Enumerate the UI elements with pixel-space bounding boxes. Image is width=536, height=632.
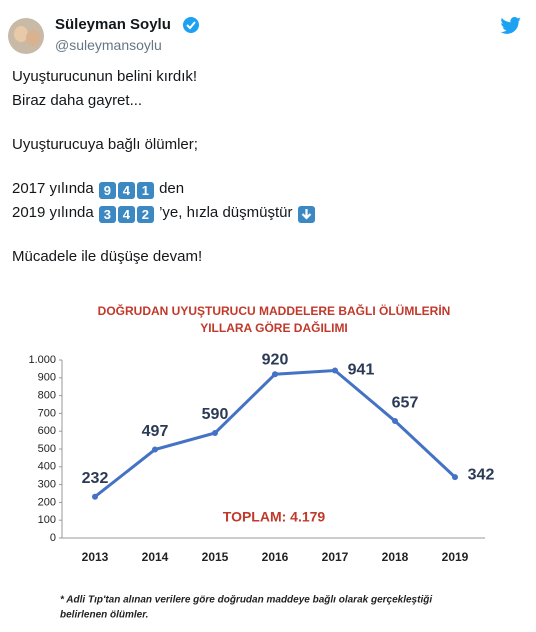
chart-background [12, 290, 524, 632]
data-label: 920 [262, 351, 289, 368]
y-tick-label: 800 [38, 390, 56, 402]
y-tick-label: 0 [50, 532, 56, 544]
keycap: 2 [136, 206, 154, 223]
y-tick-label: 100 [38, 514, 56, 526]
x-tick-label: 2018 [382, 550, 409, 564]
verified-badge [183, 17, 199, 33]
footnote: * Adli Tıp'tan alınan verilere göre doğr… [60, 595, 432, 606]
user-handle[interactable]: @suleymansoylu [55, 37, 162, 53]
down-arrow-icon [297, 206, 315, 223]
data-label: 590 [202, 406, 229, 423]
y-tick-label: 1.000 [28, 354, 56, 366]
tweet-text: Mücadele ile düşüşe devam! [12, 248, 203, 265]
text-span: 2017 yılında [12, 180, 94, 197]
chart: DOĞRUDAN UYUŞTURUCU MADDELERE BAĞLI ÖLÜM… [12, 290, 524, 632]
point [392, 418, 398, 425]
keycap: 9 [98, 182, 116, 199]
x-tick-label: 2016 [262, 550, 289, 564]
y-tick-label: 700 [38, 407, 56, 419]
y-tick-label: 600 [38, 425, 56, 437]
data-label: 497 [142, 423, 169, 440]
y-tick-label: 300 [38, 479, 56, 491]
data-label: 941 [348, 362, 375, 379]
keycap: 1 [136, 182, 154, 199]
chart-title: DOĞRUDAN UYUŞTURUCU MADDELERE BAĞLI ÖLÜM… [98, 303, 451, 318]
point [332, 367, 338, 374]
x-tick-label: 2019 [442, 550, 469, 564]
point [212, 429, 218, 436]
y-tick-label: 900 [38, 372, 56, 384]
y-tick-label: 200 [38, 496, 56, 508]
keycap: 3 [98, 206, 116, 223]
x-tick-label: 2013 [82, 550, 109, 564]
data-label: 657 [392, 394, 419, 411]
text-span: den [159, 180, 185, 197]
tweet-text: Uyuşturucuya bağlı ölümler; [12, 136, 198, 153]
point [272, 371, 278, 378]
twitter-logo[interactable] [500, 16, 522, 34]
annotation: TOPLAM: 4.179 [223, 509, 326, 525]
x-tick-label: 2017 [322, 550, 349, 564]
footnote: belirlenen ölümler. [60, 610, 148, 621]
user-name[interactable]: Süleyman Soylu [55, 16, 171, 33]
point [452, 474, 458, 481]
chart-title: YILLARA GÖRE DAĞILIMI [200, 320, 348, 335]
tweet-text: Biraz daha gayret... [12, 92, 143, 109]
keycap: 4 [117, 182, 135, 199]
text-span: ’ye, hızla düşmüştür [159, 204, 293, 221]
point [92, 493, 98, 500]
tweet-text: Uyuşturucunun belini kırdık! [12, 68, 198, 85]
y-tick-label: 400 [38, 461, 56, 473]
keycap: 4 [117, 206, 135, 223]
data-label: 232 [82, 470, 109, 487]
y-tick-label: 500 [38, 443, 56, 455]
avatar[interactable] [8, 18, 44, 54]
data-label: 342 [468, 466, 495, 483]
x-tick-label: 2015 [202, 550, 229, 564]
text-span: 2019 yılında [12, 204, 94, 221]
x-tick-label: 2014 [142, 550, 169, 564]
point [152, 446, 158, 453]
